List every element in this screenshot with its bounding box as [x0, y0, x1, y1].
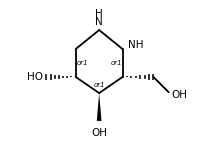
Polygon shape [97, 93, 101, 121]
Text: HO: HO [27, 72, 43, 82]
Text: or1: or1 [93, 82, 105, 88]
Text: OH: OH [172, 90, 188, 100]
Text: or1: or1 [76, 60, 88, 66]
Text: NH: NH [128, 40, 143, 50]
Text: OH: OH [91, 128, 107, 138]
Text: H: H [95, 9, 103, 19]
Text: N: N [95, 17, 103, 27]
Text: or1: or1 [110, 60, 122, 66]
